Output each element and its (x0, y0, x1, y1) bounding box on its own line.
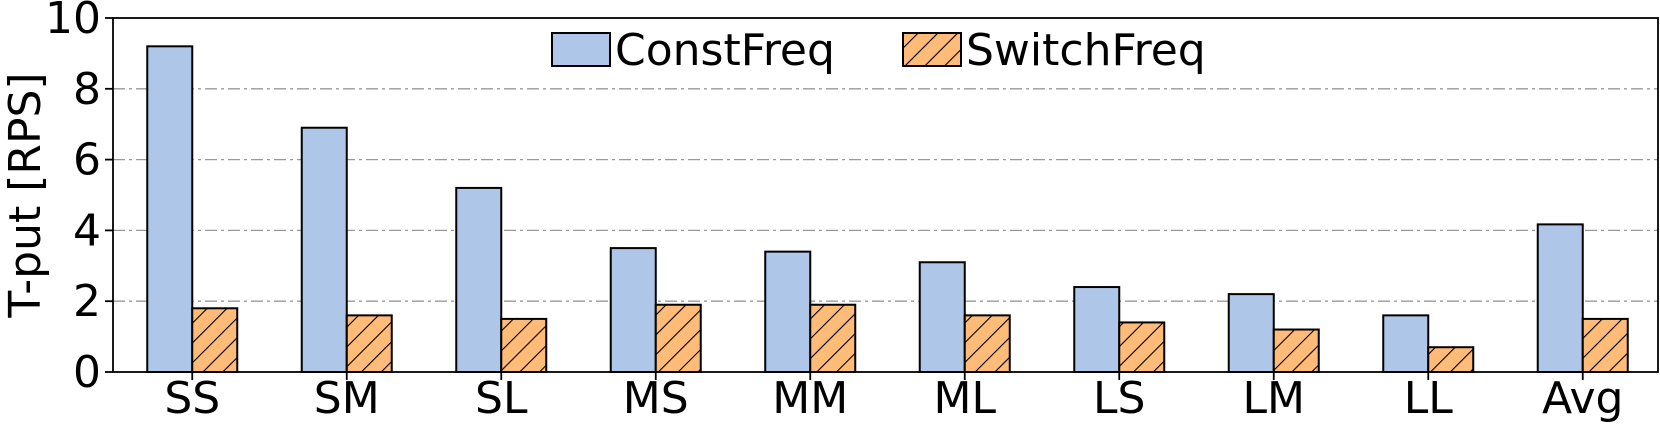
bar-constfreq-lm (1227, 293, 1275, 373)
bar-switchfreq-ls (1118, 321, 1166, 374)
bar-constfreq-sl (455, 186, 503, 373)
x-tick-label: SL (475, 373, 528, 424)
bar-switchfreq-lm (1272, 328, 1320, 373)
bar-constfreq-avg (1536, 223, 1584, 373)
x-tick-label: SS (164, 373, 220, 424)
bar-switchfreq-avg (1581, 317, 1629, 373)
legend-swatch-switchfreq (902, 32, 962, 67)
bar-switchfreq-mm (809, 303, 857, 373)
legend-swatch-constfreq (551, 32, 611, 67)
bar-constfreq-ll (1382, 314, 1430, 373)
y-tick-label: 10 (45, 0, 101, 44)
bar-constfreq-sm (300, 126, 348, 373)
bar-switchfreq-sl (500, 317, 548, 373)
bar-constfreq-ms (609, 247, 657, 374)
grid-lines (113, 88, 1658, 302)
legend-label-switchfreq: SwitchFreq (966, 25, 1206, 76)
y-tick-label: 2 (73, 276, 101, 327)
x-tick-label: MS (623, 373, 689, 424)
bar-switchfreq-ms (654, 303, 702, 373)
bar-constfreq-mm (764, 250, 812, 373)
axes (105, 17, 1659, 380)
x-tick-label: Avg (1542, 373, 1624, 424)
bar-constfreq-ss (146, 45, 194, 373)
legend-label-constfreq: ConstFreq (615, 25, 835, 76)
y-axis-label: T-put [RPS] (0, 72, 51, 318)
tick-labels: 0 2 4 6 8 10 SS SM SL MS MM ML LS LM LL Avg (45, 0, 1624, 424)
bar-constfreq-ml (918, 261, 966, 374)
x-tick-label: ML (934, 373, 997, 424)
x-tick-label: LL (1404, 373, 1454, 424)
x-tick-label: LM (1243, 373, 1305, 424)
bars (146, 45, 1629, 374)
bar-switchfreq-ml (963, 314, 1011, 373)
x-tick-label: SM (314, 373, 380, 424)
x-tick-label: MM (772, 373, 848, 424)
bar-constfreq-ls (1073, 286, 1121, 374)
y-tick-label: 8 (73, 64, 101, 115)
y-tick-label: 4 (73, 205, 101, 256)
y-tick-label: 6 (73, 135, 101, 186)
y-tick-label: 0 (73, 347, 101, 398)
bar-switchfreq-ss (191, 307, 239, 373)
legend: ConstFreq SwitchFreq (551, 25, 1206, 76)
bar-switchfreq-sm (345, 314, 393, 373)
bar-switchfreq-ll (1427, 346, 1475, 374)
plot-frame (112, 17, 1659, 373)
x-tick-label: LS (1093, 373, 1145, 424)
